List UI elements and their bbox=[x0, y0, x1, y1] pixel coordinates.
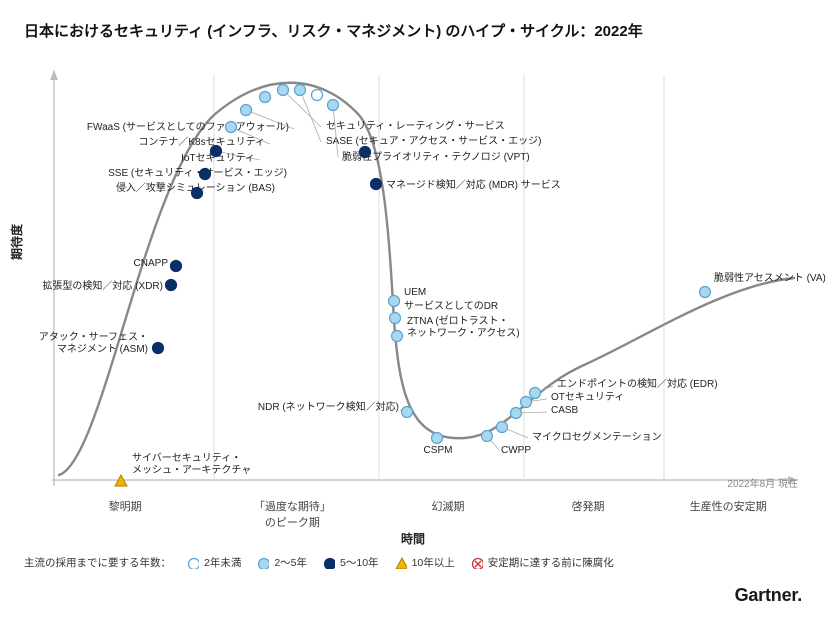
legend-item-label: 2～5年 bbox=[274, 555, 307, 570]
hype-point bbox=[295, 85, 306, 96]
legend-item: 10年以上 bbox=[395, 555, 455, 570]
hype-point bbox=[328, 100, 339, 111]
hype-point-label: エンドポイントの検知／対応 (EDR) bbox=[557, 377, 718, 390]
hype-point bbox=[371, 179, 382, 190]
legend: 主流の採用までに要する年数： 2年未満 2～5年 5～10年 10年以上 安定期に達する… bbox=[24, 555, 802, 570]
x-axis-label: 時間 bbox=[0, 530, 826, 547]
chart-title: 日本におけるセキュリティ (インフラ、リスク・マネジメント) のハイプ・サイクル… bbox=[24, 20, 643, 41]
hype-point-label: アタック・サーフェス・マネジメント (ASM) bbox=[39, 331, 148, 355]
hype-point bbox=[312, 90, 323, 101]
phase-label: 生産性の安定期 bbox=[668, 498, 788, 514]
hype-point-label: マネージド検知／対応 (MDR) サービス bbox=[386, 178, 561, 191]
phase-label: 黎明期 bbox=[65, 498, 185, 514]
hype-point bbox=[153, 343, 164, 354]
hype-point-label: CSPM bbox=[424, 445, 453, 456]
phase-label: 「過度な期待」 のピーク期 bbox=[232, 498, 352, 530]
hype-point bbox=[389, 296, 400, 307]
hype-point bbox=[402, 407, 413, 418]
legend-item: 安定期に達する前に陳腐化 bbox=[471, 555, 614, 570]
hype-point bbox=[200, 169, 211, 180]
legend-item-label: 安定期に達する前に陳腐化 bbox=[488, 555, 614, 570]
legend-item: 2～5年 bbox=[257, 555, 307, 570]
hype-point bbox=[511, 408, 522, 419]
hype-point-label: SASE (セキュア・アクセス・サービス・エッジ) bbox=[326, 135, 541, 147]
legend-item: 5～10年 bbox=[323, 555, 379, 570]
hype-point bbox=[260, 92, 271, 103]
hype-point-label: FWaaS (サービスとしてのファイアウォール) bbox=[87, 121, 289, 133]
hype-point bbox=[166, 280, 177, 291]
hype-point bbox=[530, 388, 541, 399]
phase-label: 幻滅期 bbox=[388, 498, 508, 514]
hype-point bbox=[211, 146, 222, 157]
hype-point bbox=[192, 188, 203, 199]
hype-point bbox=[432, 433, 443, 444]
hype-point-label: CWPP bbox=[501, 445, 531, 456]
hype-point-label: 脆弱性アセスメント (VA) bbox=[714, 271, 826, 284]
hype-point bbox=[390, 313, 401, 324]
hype-point-label: OTセキュリティ bbox=[551, 391, 624, 403]
hype-point bbox=[497, 422, 508, 433]
legend-item-label: 5～10年 bbox=[340, 555, 379, 570]
hype-point-label: UEM bbox=[404, 287, 426, 298]
legend-lead: 主流の採用までに要する年数： bbox=[24, 555, 171, 570]
hype-point bbox=[226, 122, 237, 133]
hype-point bbox=[241, 105, 252, 116]
hype-point-label: 拡張型の検知／対応 (XDR) bbox=[42, 279, 163, 292]
hype-point bbox=[521, 397, 532, 408]
hype-point-label: マイクロセグメンテーション bbox=[532, 430, 662, 443]
gartner-logo: Gartner. bbox=[735, 585, 802, 606]
hype-point-label: セキュリティ・レーティング・サービス bbox=[326, 119, 505, 132]
y-axis-label: 期待度 bbox=[8, 224, 25, 260]
as-of-date: 2022年8月 現在 bbox=[727, 475, 798, 490]
hype-point-label: CASB bbox=[551, 405, 579, 416]
hype-point bbox=[171, 261, 182, 272]
hype-point bbox=[392, 331, 403, 342]
legend-item: 2年未満 bbox=[187, 555, 241, 570]
hype-cycle-chart: サイバーセキュリティ・メッシュ・アーキテクチャ アタック・サーフェス・マネジメント… bbox=[24, 60, 802, 500]
hype-point bbox=[360, 147, 371, 158]
hype-point-label: サービスとしてのDR bbox=[404, 300, 498, 312]
legend-item-label: 2年未満 bbox=[204, 555, 241, 570]
hype-point-label: NDR (ネットワーク検知／対応) bbox=[258, 400, 399, 413]
hype-point-label: CNAPP bbox=[134, 258, 169, 269]
hype-point-label: SSE (セキュリティ・サービス・エッジ) bbox=[108, 167, 287, 179]
hype-point-label: ZTNA (ゼロトラスト・ネットワーク・アクセス) bbox=[407, 315, 520, 339]
hype-point-label: コンテナ／K8sセキュリティ bbox=[138, 136, 265, 148]
legend-item-label: 10年以上 bbox=[412, 555, 455, 570]
hype-point-label: サイバーセキュリティ・メッシュ・アーキテクチャ bbox=[132, 452, 251, 476]
hype-point bbox=[700, 287, 711, 298]
hype-point bbox=[278, 85, 289, 96]
hype-point bbox=[482, 431, 493, 442]
phase-label: 啓発期 bbox=[528, 498, 648, 514]
